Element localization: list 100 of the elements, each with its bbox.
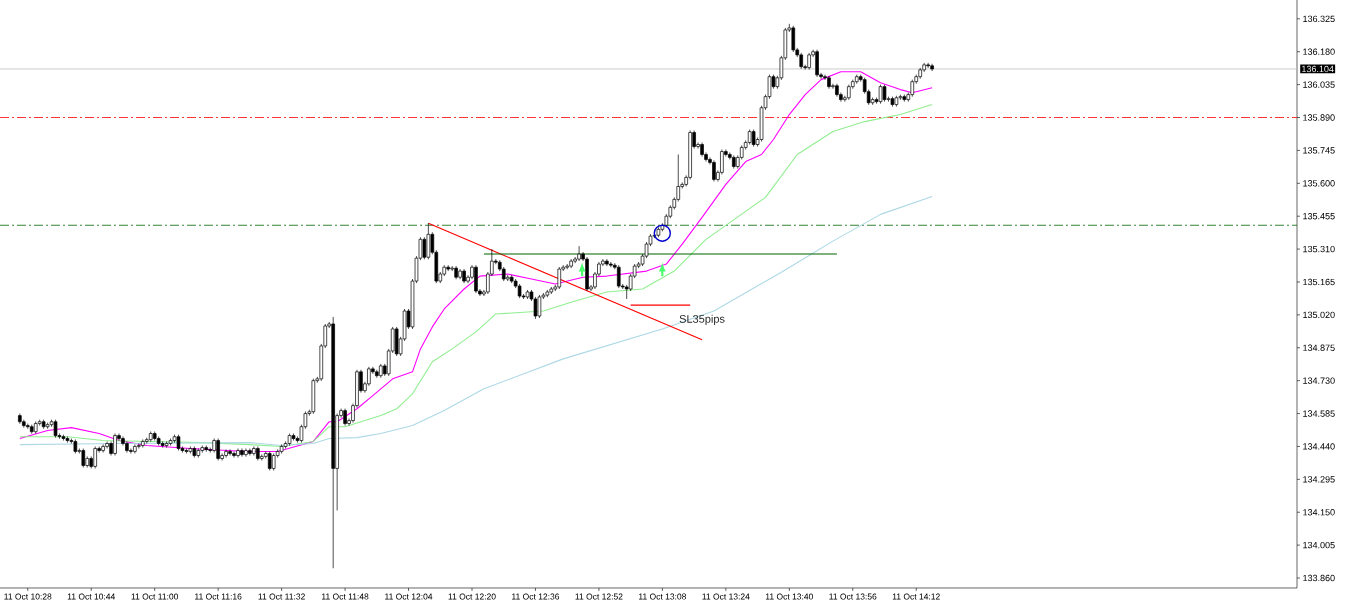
x-tick-label: 11 Oct 13:08 — [639, 593, 687, 600]
candlestick — [144, 437, 149, 444]
candlestick — [33, 421, 38, 435]
candlestick — [196, 448, 201, 458]
candlestick — [854, 74, 859, 85]
candlestick — [501, 266, 506, 282]
y-tick-label: 135.020 — [1303, 311, 1335, 319]
y-tick-label: 135.455 — [1303, 213, 1335, 220]
candlestick — [926, 62, 930, 69]
candlestick — [918, 67, 922, 80]
candlestick — [248, 448, 252, 456]
candlestick — [732, 155, 736, 169]
x-tick-label: 11 Oct 12:52 — [575, 593, 623, 600]
candlestick — [287, 433, 292, 446]
candlestick — [267, 451, 272, 471]
candlestick — [890, 96, 895, 107]
y-tick-label: 134.295 — [1303, 476, 1335, 483]
candlestick — [835, 83, 839, 97]
ref-line-label: 136.104 — [1302, 65, 1334, 73]
candlestick — [462, 268, 466, 284]
candlestick — [827, 75, 831, 90]
x-tick-label: 11 Oct 10:44 — [67, 593, 115, 600]
candlestick — [93, 446, 97, 469]
candlestick — [422, 236, 427, 260]
candlestick — [160, 441, 165, 448]
candlestick — [73, 439, 78, 454]
candlestick — [474, 264, 478, 294]
candlestick — [168, 438, 173, 446]
x-tick-label: 11 Oct 12:20 — [448, 593, 496, 600]
candlestick — [605, 258, 609, 267]
candlestick — [192, 446, 197, 458]
candlestick — [256, 446, 260, 461]
candlestick — [565, 263, 569, 270]
x-tick-label: 11 Oct 13:56 — [829, 593, 877, 600]
candlestick — [252, 446, 256, 456]
candlestick — [204, 445, 209, 453]
candlestick — [379, 363, 383, 379]
candlestick — [137, 443, 141, 449]
candlestick — [910, 79, 915, 97]
candlestick — [271, 453, 276, 471]
x-tick-label: 11 Oct 12:36 — [512, 593, 560, 600]
candlestick — [18, 413, 22, 425]
candlestick — [224, 449, 228, 458]
y-tick-label: 134.440 — [1303, 443, 1335, 450]
candlestick — [609, 261, 613, 268]
x-tick-label: 11 Oct 13:40 — [765, 593, 813, 600]
y-tick-label: 133.860 — [1303, 574, 1335, 582]
candlestick — [240, 448, 244, 457]
y-tick-label: 134.875 — [1303, 344, 1335, 351]
y-tick-label: 134.730 — [1303, 377, 1335, 384]
candlestick — [751, 129, 756, 147]
candlestick — [902, 94, 907, 102]
y-tick-label: 136.180 — [1303, 48, 1335, 55]
candlestick — [882, 84, 887, 102]
candlestick — [537, 294, 542, 319]
candlestick — [184, 448, 189, 454]
candlestick — [549, 286, 554, 295]
candlestick — [894, 95, 899, 107]
y-tick-label: 135.165 — [1303, 278, 1335, 286]
candlestick — [279, 444, 284, 454]
candlestick — [81, 448, 86, 468]
candlestick — [446, 264, 450, 272]
candlestick — [791, 25, 796, 53]
candlestick — [188, 446, 193, 454]
y-tick-label: 135.745 — [1303, 147, 1335, 154]
y-tick-label: 134.585 — [1303, 410, 1335, 417]
candlestick — [41, 419, 46, 430]
candlestick — [176, 434, 181, 451]
candlestick — [133, 444, 137, 454]
candlestick — [228, 449, 232, 456]
candlestick — [557, 266, 562, 290]
candlestick — [712, 160, 716, 182]
candlestick — [367, 366, 371, 387]
candlestick — [585, 256, 589, 292]
candlestick — [573, 256, 577, 264]
candlestick — [525, 289, 530, 300]
candlestick — [125, 441, 129, 453]
candlestick — [331, 316, 335, 569]
candlestick — [141, 439, 145, 448]
candlestick — [569, 258, 573, 269]
candlestick — [236, 448, 240, 458]
candlestick — [807, 52, 811, 70]
candlestick — [458, 268, 462, 280]
annotation: SL35pips — [679, 314, 725, 325]
candlestick — [53, 419, 58, 438]
x-tick-label: 11 Oct 13:24 — [702, 593, 750, 600]
candlestick — [311, 378, 316, 415]
y-tick-label: 136.035 — [1303, 81, 1335, 88]
candlestick — [509, 274, 514, 284]
candlestick — [232, 451, 236, 458]
candlestick — [375, 369, 379, 379]
x-tick-label: 11 Oct 11:00 — [131, 593, 179, 600]
candlestick — [291, 433, 296, 441]
candlestick — [545, 289, 550, 298]
candlestick — [152, 431, 157, 441]
candlestick — [148, 431, 153, 443]
candlestick — [22, 419, 26, 428]
y-tick-label: 135.890 — [1303, 114, 1335, 121]
candlestick — [394, 326, 399, 357]
candlestick — [244, 448, 248, 457]
